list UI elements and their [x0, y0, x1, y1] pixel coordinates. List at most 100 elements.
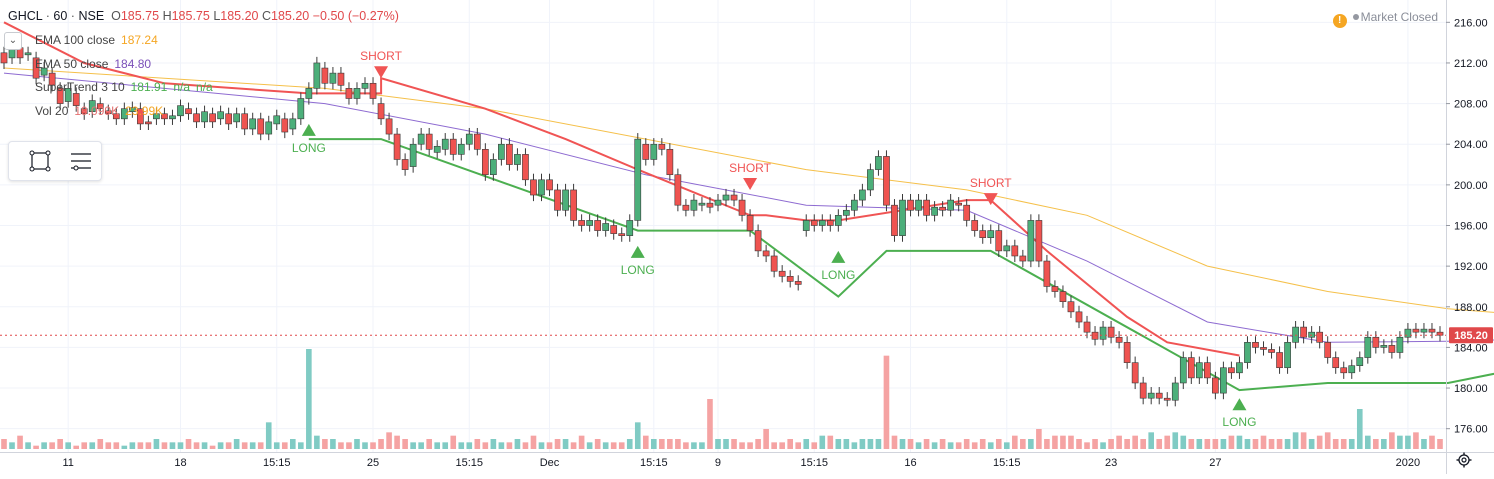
supertrend-up-line	[308, 138, 1494, 392]
candle-body	[826, 220, 834, 226]
candle-body	[923, 199, 930, 216]
market-status[interactable]: ! Market Closed	[1332, 10, 1438, 28]
volume-bar	[1364, 435, 1371, 449]
candle	[907, 194, 914, 217]
candle	[1372, 331, 1380, 354]
legend-ema100[interactable]: ⌄ EMA 100 close 187.24	[0, 30, 213, 54]
candle	[1236, 356, 1243, 379]
volume-bars	[1, 349, 1443, 449]
candle-body	[1316, 331, 1324, 343]
warning-icon[interactable]: !	[1332, 14, 1347, 28]
candle	[257, 112, 265, 141]
legend-supertrend[interactable]: SuperTrend 3 10 181.91 n/a n/a	[0, 77, 213, 101]
candle	[963, 199, 971, 227]
volume-bar	[947, 442, 954, 449]
volume-bar	[1012, 435, 1018, 449]
short-signal-arrow	[374, 66, 389, 79]
candle-body	[193, 113, 200, 123]
candle	[1284, 336, 1291, 374]
legend-ema50[interactable]: EMA 50 close 184.80	[0, 54, 213, 78]
x-tick-label: 23	[1105, 457, 1117, 469]
candle-body	[947, 199, 954, 211]
candle-body	[538, 179, 545, 196]
candle-body	[233, 113, 240, 123]
candle	[1003, 239, 1011, 257]
volume-bar	[1068, 435, 1074, 449]
volume-bar	[233, 439, 240, 449]
candle-body	[1179, 357, 1187, 384]
volume-bar	[883, 355, 890, 449]
volume-bar	[1356, 409, 1363, 449]
candle	[570, 183, 577, 227]
candle	[923, 194, 930, 222]
candle-body	[120, 108, 128, 120]
candle-body	[1260, 347, 1267, 350]
volume-bar	[1316, 435, 1323, 449]
symbol-name[interactable]: GHCL	[8, 9, 43, 23]
candle-body	[818, 220, 826, 226]
candle	[241, 107, 249, 136]
object-tree-icon[interactable]	[67, 148, 93, 174]
volume-bar	[522, 442, 529, 449]
volume-bar	[1437, 439, 1443, 449]
volume-bar	[273, 442, 280, 449]
candle-body	[329, 72, 337, 84]
candle-body	[129, 107, 136, 113]
volume-bar	[225, 442, 232, 449]
candle-body	[658, 143, 666, 150]
candle-body	[1284, 342, 1291, 369]
signals: LONG SHORT LONG SHORT LONG SHORT LONG	[292, 49, 1257, 429]
candle	[730, 188, 738, 207]
candle-body	[1252, 342, 1259, 348]
candle	[1332, 351, 1340, 374]
candle-body	[554, 189, 561, 211]
candle	[594, 214, 602, 237]
candle-body	[449, 138, 457, 155]
ema100-line	[3, 67, 1494, 313]
volume-bar	[97, 439, 104, 449]
candle	[465, 127, 473, 151]
candle-body	[289, 118, 297, 130]
volume-bar	[602, 442, 609, 449]
volume-bar	[683, 442, 689, 449]
gear-icon[interactable]	[1456, 452, 1472, 468]
chevron-down-icon[interactable]: ⌄	[4, 32, 22, 50]
candle	[1131, 356, 1139, 390]
rectangle-tool-icon[interactable]	[27, 148, 53, 174]
volume-bar	[538, 442, 545, 449]
candle	[1027, 214, 1035, 268]
legend-value: 19.099K	[74, 103, 120, 118]
candle	[562, 183, 569, 217]
candle	[24, 46, 32, 61]
volume-bar	[715, 439, 721, 449]
volume-bar	[554, 439, 561, 449]
volume-bar	[707, 399, 713, 449]
volume-bar	[1164, 435, 1171, 449]
ohlc-high-label: H	[162, 9, 172, 23]
volume-bar	[1060, 435, 1066, 449]
candle	[1155, 387, 1163, 405]
candle-body	[265, 121, 273, 135]
volume-bar	[450, 435, 457, 449]
candle	[642, 138, 650, 166]
volume-bar	[659, 439, 665, 449]
candle-body	[1067, 301, 1075, 313]
candle	[1348, 359, 1356, 379]
candle	[939, 201, 946, 217]
candle	[409, 138, 417, 173]
interval-label[interactable]: 60	[53, 9, 68, 23]
candle	[369, 77, 377, 105]
candle-body	[385, 118, 393, 135]
volume-bar	[610, 442, 617, 449]
candle	[201, 105, 208, 128]
candle-body	[939, 206, 946, 211]
candle-body	[72, 93, 80, 106]
volume-bar	[1076, 439, 1082, 449]
candle	[313, 56, 321, 95]
volume-bar	[249, 442, 256, 449]
volume-bar	[1429, 435, 1435, 449]
legend-volume[interactable]: Vol 20 19.099K 23.99K	[0, 101, 213, 125]
volume-bar	[651, 439, 657, 449]
